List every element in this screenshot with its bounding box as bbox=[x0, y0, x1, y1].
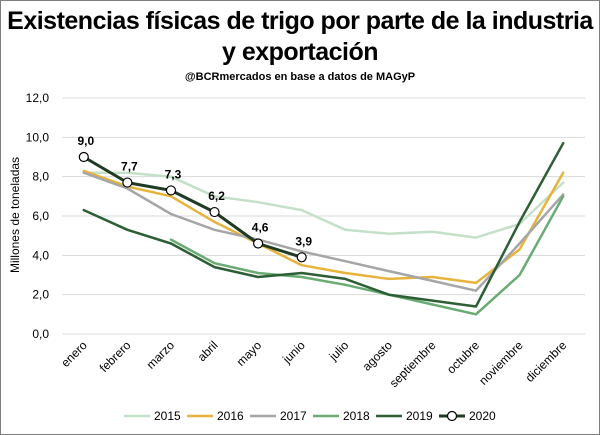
x-tick-label: octubre bbox=[444, 338, 482, 376]
chart-subtitle: @BCRmercados en base a datos de MAGyP bbox=[184, 71, 416, 83]
series-markers bbox=[78, 151, 307, 263]
data-label: 6,2 bbox=[208, 189, 225, 203]
data-label: 7,3 bbox=[165, 167, 182, 181]
series-line-2018 bbox=[169, 195, 565, 316]
marker-2020 bbox=[209, 206, 220, 218]
x-tick-label: diciembre bbox=[523, 338, 570, 385]
series-line-2015 bbox=[82, 171, 565, 239]
chart-title: Existencias físicas de trigo por parte d… bbox=[7, 7, 593, 66]
legend-label: 2018 bbox=[343, 409, 370, 423]
marker-2020 bbox=[296, 252, 307, 263]
y-tick-labels: 0,0 2,0 4,0 6,0 8,0 10,0 12,0 bbox=[26, 91, 50, 341]
x-tick-label: noviembre bbox=[476, 338, 526, 388]
x-tick-label: mayo bbox=[234, 338, 265, 369]
x-tick-label: marzo bbox=[144, 338, 178, 372]
x-tick-label: agosto bbox=[360, 338, 396, 374]
y-tick-label: 12,0 bbox=[26, 91, 50, 105]
y-axis-label: Millones de toneladas bbox=[8, 157, 22, 273]
y-tick-label: 0,0 bbox=[32, 327, 49, 341]
data-labels: 9,0 7,7 7,3 6,2 4,6 3,9 bbox=[77, 134, 312, 248]
legend-label: 2020 bbox=[469, 409, 496, 423]
x-tick-label: julio bbox=[326, 338, 352, 364]
y-tick-label: 2,0 bbox=[32, 288, 49, 302]
x-tick-label: febrero bbox=[97, 338, 134, 375]
y-tick-label: 4,0 bbox=[32, 248, 49, 262]
data-label: 4,6 bbox=[252, 221, 269, 235]
series-line-2019 bbox=[82, 141, 565, 308]
x-tick-label: abril bbox=[195, 338, 221, 364]
series-line-2017 bbox=[82, 171, 565, 292]
legend-label: 2016 bbox=[217, 409, 244, 423]
marker-2020 bbox=[165, 185, 177, 196]
x-tick-label: junio bbox=[279, 338, 308, 367]
legend-label: 2017 bbox=[280, 409, 307, 423]
x-tick-label: septiembre bbox=[387, 338, 439, 390]
data-label: 7,7 bbox=[121, 160, 138, 174]
marker-2020 bbox=[253, 238, 264, 249]
series-line-2020 bbox=[82, 155, 304, 259]
gridlines bbox=[62, 97, 585, 335]
marker-2020 bbox=[78, 151, 89, 163]
y-tick-label: 8,0 bbox=[32, 170, 49, 184]
legend-label: 2015 bbox=[154, 409, 181, 423]
y-tick-label: 10,0 bbox=[26, 130, 50, 144]
series-line-2016 bbox=[82, 169, 565, 285]
series-lines bbox=[82, 141, 565, 316]
data-label: 9,0 bbox=[77, 134, 94, 148]
y-tick-label: 6,0 bbox=[32, 209, 49, 223]
x-tick-labels: enero febrero marzo abril mayo junio julio agos… bbox=[58, 338, 569, 390]
legend-label: 2019 bbox=[406, 409, 433, 423]
x-tick-label: enero bbox=[58, 338, 90, 370]
marker-2020 bbox=[122, 177, 133, 188]
data-label: 3,9 bbox=[295, 234, 312, 248]
legend: 2015 2016 2017 2018 2019 2020 bbox=[124, 409, 496, 423]
legend-marker bbox=[446, 410, 458, 422]
